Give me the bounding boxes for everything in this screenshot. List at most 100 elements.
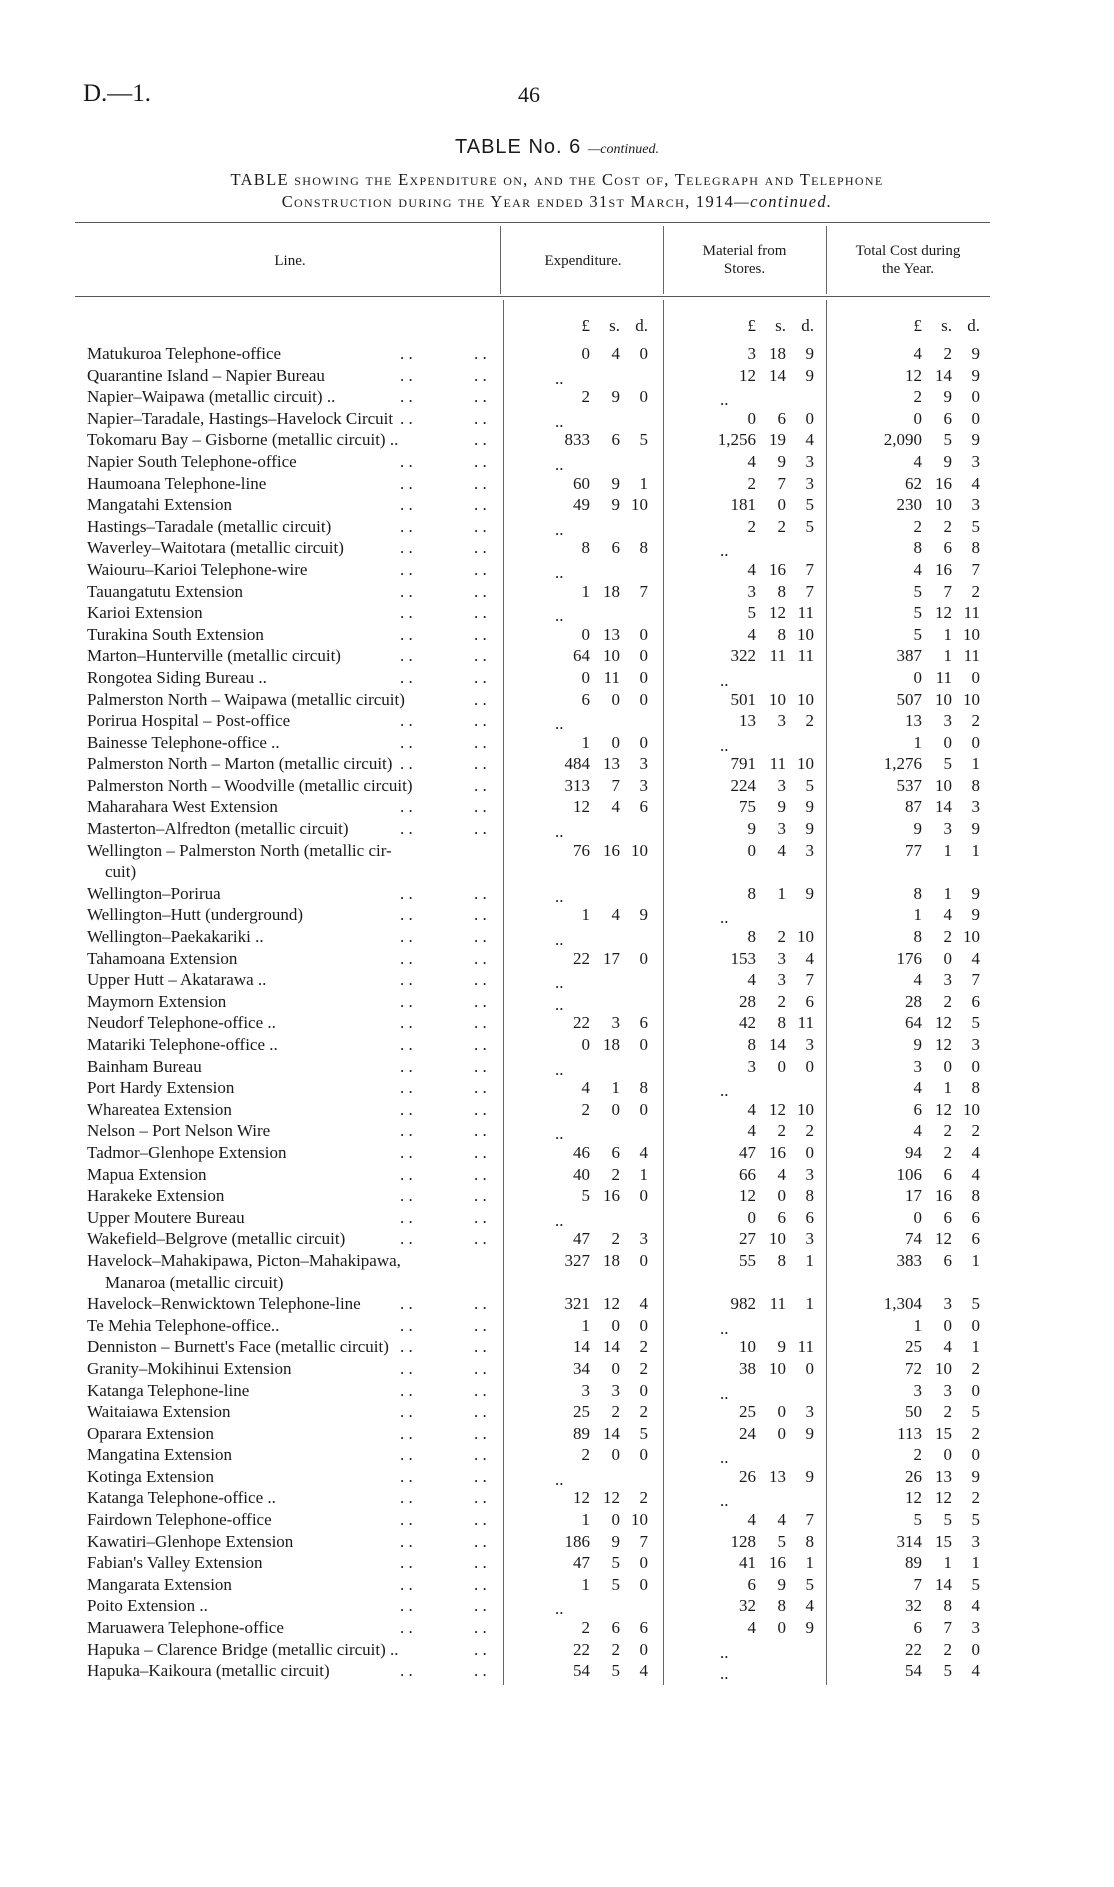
line-name-text: Port Hardy Extension bbox=[87, 1078, 235, 1098]
table-title-suffix: —continued. bbox=[734, 192, 833, 211]
pence: 7 bbox=[639, 581, 649, 601]
material-amount: 26 13 9 bbox=[706, 1466, 814, 1488]
leader-dots: . . bbox=[400, 1013, 413, 1033]
line-name: Granity–Mokihinui Extension bbox=[87, 1358, 497, 1380]
shillings: 8 bbox=[777, 1013, 787, 1033]
expenditure-amount: 22 3 6 bbox=[540, 1012, 648, 1034]
pounds: 12 bbox=[573, 797, 590, 817]
leader-dots: . . bbox=[474, 1035, 487, 1054]
material-amount: 13 3 2 bbox=[706, 710, 814, 732]
shillings: 12 bbox=[935, 1013, 952, 1033]
shillings: 9 bbox=[611, 495, 621, 515]
total-amount: 62 16 4 bbox=[872, 473, 980, 495]
column-header-expenditure: Expenditure. bbox=[544, 253, 622, 269]
line-name: Port Hardy Extension bbox=[87, 1077, 497, 1099]
pence: 6 bbox=[971, 991, 981, 1011]
leader-dots: . . bbox=[474, 1445, 487, 1465]
shillings: 0 bbox=[611, 1510, 621, 1530]
pence: 0 bbox=[639, 1315, 649, 1335]
pence: 9 bbox=[805, 819, 815, 839]
pounds: 8 bbox=[747, 1035, 757, 1054]
leader-dots: . . bbox=[474, 1553, 487, 1573]
shillings: 4 bbox=[943, 1337, 953, 1357]
leader-dots: . . bbox=[474, 689, 487, 709]
leader-dots: . . bbox=[474, 603, 487, 623]
pounds: 314 bbox=[896, 1531, 923, 1551]
leader-dots: . . bbox=[474, 1402, 487, 1422]
pence: 0 bbox=[639, 667, 649, 687]
column-divider bbox=[500, 226, 501, 294]
material-amount: 75 9 9 bbox=[706, 796, 814, 818]
shillings: 16 bbox=[769, 559, 786, 579]
pence: 0 bbox=[971, 667, 981, 687]
pence: 0 bbox=[639, 624, 649, 644]
pence: 4 bbox=[639, 1661, 649, 1681]
leader-dots: . . bbox=[400, 883, 413, 903]
pence: 10 bbox=[963, 689, 980, 709]
pounds: 6 bbox=[913, 1618, 923, 1638]
pence: 8 bbox=[805, 1531, 815, 1551]
shillings: 14 bbox=[935, 1574, 952, 1594]
shillings: 18 bbox=[603, 1035, 620, 1054]
line-name-text: Nelson – Port Nelson Wire bbox=[87, 1121, 271, 1141]
leader-dots: . . bbox=[474, 344, 487, 363]
table-row: Matukuroa Telephone-office 0 4 0 3 18 9 4 2 9. ..… bbox=[0, 343, 1114, 365]
pounds: 47 bbox=[739, 1142, 756, 1162]
shillings: 0 bbox=[943, 948, 953, 968]
shillings: 4 bbox=[611, 797, 621, 817]
line-name-text: Havelock–Mahakipawa, Picton–Mahakipawa, bbox=[87, 1250, 401, 1270]
pence: 8 bbox=[805, 1186, 815, 1206]
total-amount: 2,090 5 9 bbox=[872, 429, 980, 451]
pounds: 62 bbox=[905, 473, 922, 493]
expenditure-amount: 49 9 10 bbox=[540, 494, 648, 516]
table-row: Palmerston North – Woodville (metallic c… bbox=[0, 775, 1114, 797]
leader-dots: . . bbox=[400, 991, 413, 1011]
shillings: 3 bbox=[943, 819, 953, 839]
shillings: 3 bbox=[943, 970, 953, 990]
pounds: 5 bbox=[913, 603, 923, 623]
table-row: Waitaiawa Extension 25 2 2 25 0 3 50 2 5. .. . bbox=[0, 1401, 1114, 1423]
pounds: 89 bbox=[573, 1423, 590, 1443]
leader-dots: . . bbox=[474, 775, 487, 795]
shillings: 0 bbox=[943, 732, 953, 752]
units-material: £ s. d. bbox=[706, 316, 815, 336]
line-name-text: Neudorf Telephone-office .. bbox=[87, 1013, 276, 1033]
line-name: Kawatiri–Glenhope Extension bbox=[87, 1531, 497, 1553]
table-row: Mapua Extension 40 2 1 66 4 3 106 6 4. .. . bbox=[0, 1164, 1114, 1186]
material-nil: .. bbox=[720, 1664, 729, 1684]
line-name-text: Tadmor–Glenhope Extension bbox=[87, 1142, 287, 1162]
shillings: 14 bbox=[769, 365, 786, 385]
leader-dots: . . bbox=[474, 387, 487, 407]
unit-shillings: s. bbox=[609, 316, 620, 335]
pounds: 41 bbox=[739, 1553, 756, 1573]
total-amount: 22 2 0 bbox=[872, 1639, 980, 1661]
line-name-text: Hastings–Taradale (metallic circuit) bbox=[87, 516, 332, 536]
pounds: 49 bbox=[573, 495, 590, 515]
line-name-continued: Manaroa (metallic circuit) bbox=[105, 1272, 284, 1292]
table-row: Bainham Bureau.. 3 0 0 3 0 0. .. . bbox=[0, 1056, 1114, 1079]
material-nil: .. bbox=[720, 908, 729, 928]
pounds: 0 bbox=[913, 408, 923, 428]
pence: 3 bbox=[639, 775, 649, 795]
line-name-text: Mapua Extension bbox=[87, 1164, 207, 1184]
table-row: Wellington–Paekakariki .... 8 2 10 8 2 10. .. … bbox=[0, 926, 1114, 949]
table-row: Katanga Telephone-line 3 3 0.. 3 3 0. .. . bbox=[0, 1380, 1114, 1403]
header-rule bbox=[75, 296, 990, 297]
shillings: 4 bbox=[611, 344, 621, 363]
shillings: 0 bbox=[611, 1445, 621, 1465]
pounds: 113 bbox=[897, 1423, 922, 1443]
pounds: 66 bbox=[739, 1164, 756, 1184]
shillings: 9 bbox=[611, 1531, 621, 1551]
shillings: 5 bbox=[611, 1553, 621, 1573]
shillings: 12 bbox=[935, 603, 952, 623]
leader-dots: . . bbox=[400, 1531, 413, 1551]
line-name: Fabian's Valley Extension bbox=[87, 1552, 497, 1574]
line-name: Denniston – Burnett's Face (metallic cir… bbox=[87, 1336, 497, 1358]
line-name: Mangatina Extension bbox=[87, 1444, 497, 1466]
shillings: 9 bbox=[777, 1337, 787, 1357]
material-amount: 12 14 9 bbox=[706, 365, 814, 387]
